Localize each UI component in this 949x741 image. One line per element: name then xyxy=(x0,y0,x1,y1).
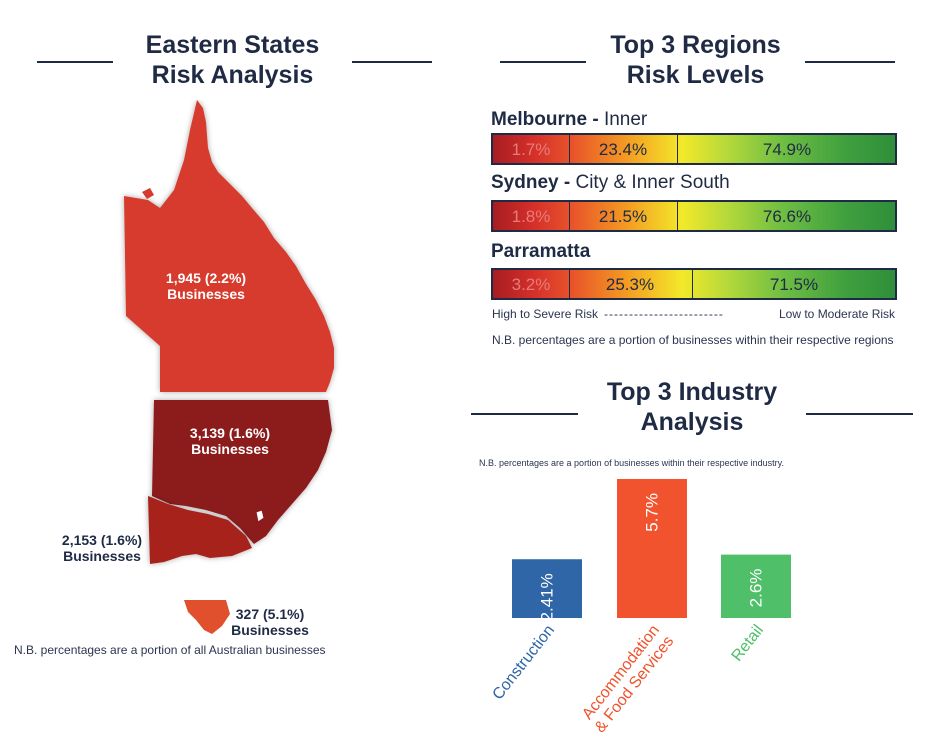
bar-value-label-1: 5.7% xyxy=(643,493,662,532)
segment-divider xyxy=(569,270,570,298)
left-heading-line2: Risk Analysis xyxy=(151,61,314,89)
segment-divider xyxy=(692,270,693,298)
segment-label-low: 74.9% xyxy=(762,140,812,159)
region-subtitle: Inner xyxy=(603,109,648,130)
region-subtitle: City & Inner South xyxy=(575,172,730,193)
segment-divider xyxy=(677,135,678,163)
industry-heading-rule-left xyxy=(471,413,578,415)
segment-divider xyxy=(569,202,570,230)
industry-heading: Top 3 Industry Analysis xyxy=(578,377,806,437)
regions-heading-rule-right xyxy=(805,61,895,63)
category-label-1: Accommodation& Food Services xyxy=(577,622,677,736)
map-label-vic-text: Businesses xyxy=(63,548,141,564)
map-label-tas-value: 327 (5.1%) xyxy=(235,606,305,622)
industry-heading-rule-right xyxy=(806,413,913,415)
regions-heading-rule-left xyxy=(500,61,586,63)
segment-label-severe: 3.2% xyxy=(511,275,551,294)
region-title: Melbourne xyxy=(491,109,588,130)
region-separator: - xyxy=(558,172,576,193)
left-heading-rule-left xyxy=(37,61,113,63)
left-heading-line1: Eastern States xyxy=(145,31,320,59)
regions-heading-line1: Top 3 Regions xyxy=(610,31,781,59)
segment-divider xyxy=(677,202,678,230)
nsw-shape xyxy=(152,400,332,544)
left-heading: Eastern States Risk Analysis xyxy=(113,30,352,90)
segment-label-mid: 25.3% xyxy=(605,275,655,294)
legend-low-risk: Low to Moderate Risk xyxy=(779,307,896,321)
segment-label-mid: 21.5% xyxy=(598,207,648,226)
bar-value-label-0: 2.41% xyxy=(538,573,557,621)
regions-heading-line2: Risk Levels xyxy=(626,61,765,89)
region-name-sydney: Sydney - City & Inner South xyxy=(491,172,730,194)
category-label-line: Accommodation xyxy=(579,622,663,723)
map-label-vic: 2,153 (1.6%) Businesses xyxy=(47,532,157,564)
map-label-nsw-text: Businesses xyxy=(191,441,269,457)
segment-label-low: 71.5% xyxy=(769,275,819,294)
map-label-tas-text: Businesses xyxy=(231,622,309,638)
segment-label-low: 76.6% xyxy=(762,207,812,226)
risk-bar-melbourne: 1.7% 23.4% 74.9% xyxy=(491,133,897,165)
victoria-shape xyxy=(148,496,252,564)
segment-divider xyxy=(569,135,570,163)
category-label-line: Retail xyxy=(729,622,768,665)
legend-dashes: ------------------------ xyxy=(604,307,724,321)
map-label-qld: 1,945 (2.2%) Businesses xyxy=(153,270,259,302)
map-label-qld-text: Businesses xyxy=(167,286,245,302)
tasmania-shape xyxy=(184,600,230,634)
category-label-line: & Food Services xyxy=(592,633,678,736)
industry-heading-line1: Top 3 Industry xyxy=(606,378,778,406)
queensland-shape xyxy=(124,100,334,392)
left-note: N.B. percentages are a portion of all Au… xyxy=(14,643,326,657)
risk-bar-sydney: 1.8% 21.5% 76.6% xyxy=(491,200,897,232)
category-label-2: Retail xyxy=(729,622,768,665)
region-name-melbourne: Melbourne - Inner xyxy=(491,109,647,131)
regions-heading: Top 3 Regions Risk Levels xyxy=(586,30,805,90)
regions-note: N.B. percentages are a portion of busine… xyxy=(492,333,894,347)
segment-label-mid: 23.4% xyxy=(598,140,648,159)
map-label-nsw-value: 3,139 (1.6%) xyxy=(189,425,271,441)
map-label-tas: 327 (5.1%) Businesses xyxy=(220,606,320,638)
legend-high-risk: High to Severe Risk xyxy=(492,307,599,321)
map-label-nsw: 3,139 (1.6%) Businesses xyxy=(177,425,283,457)
queensland-island-shape xyxy=(142,188,154,199)
eastern-states-map xyxy=(124,100,334,634)
bar-value-label-2: 2.6% xyxy=(747,569,766,608)
risk-bar-parramatta: 3.2% 25.3% 71.5% xyxy=(491,268,897,300)
industry-heading-line2: Analysis xyxy=(640,408,744,436)
category-label-line: Construction xyxy=(489,622,558,703)
segment-label-severe: 1.8% xyxy=(511,207,551,226)
region-separator: - xyxy=(587,109,604,130)
bar-0 xyxy=(512,559,582,618)
industry-note: N.B. percentages are a portion of busine… xyxy=(479,458,784,468)
bar-2 xyxy=(721,554,791,618)
act-shape xyxy=(255,509,265,523)
segment-label-severe: 1.7% xyxy=(511,140,551,159)
category-label-0: Construction xyxy=(489,622,558,703)
map-label-vic-value: 2,153 (1.6%) xyxy=(61,532,143,548)
bar-1 xyxy=(617,479,687,618)
region-name-parramatta: Parramatta xyxy=(491,241,590,263)
region-title: Sydney xyxy=(491,172,559,193)
left-heading-rule-right xyxy=(352,61,432,63)
map-label-qld-value: 1,945 (2.2%) xyxy=(165,270,247,286)
region-title: Parramatta xyxy=(491,241,591,262)
